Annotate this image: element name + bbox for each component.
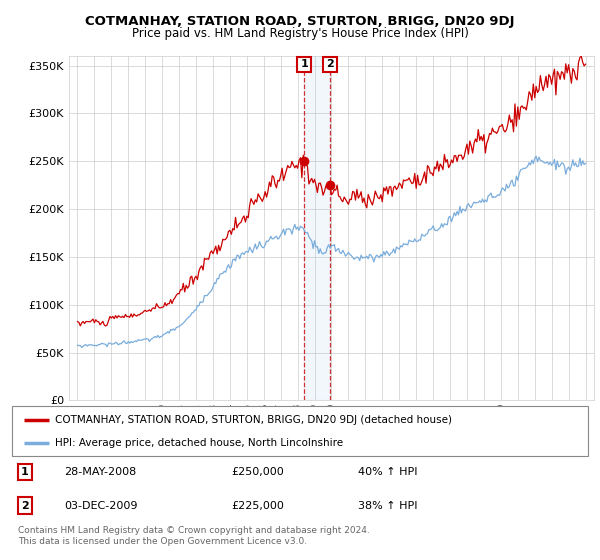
Text: 28-MAY-2008: 28-MAY-2008 bbox=[64, 467, 136, 477]
Text: 40% ↑ HPI: 40% ↑ HPI bbox=[358, 467, 417, 477]
Text: £225,000: £225,000 bbox=[231, 501, 284, 511]
Text: 2: 2 bbox=[21, 501, 29, 511]
Text: Price paid vs. HM Land Registry's House Price Index (HPI): Price paid vs. HM Land Registry's House … bbox=[131, 27, 469, 40]
Text: HPI: Average price, detached house, North Lincolnshire: HPI: Average price, detached house, Nort… bbox=[55, 438, 343, 448]
Text: COTMANHAY, STATION ROAD, STURTON, BRIGG, DN20 9DJ (detached house): COTMANHAY, STATION ROAD, STURTON, BRIGG,… bbox=[55, 414, 452, 424]
Bar bbox=[304, 56, 330, 400]
Text: 38% ↑ HPI: 38% ↑ HPI bbox=[358, 501, 417, 511]
Text: 2: 2 bbox=[326, 59, 334, 69]
Text: Contains HM Land Registry data © Crown copyright and database right 2024.
This d: Contains HM Land Registry data © Crown c… bbox=[18, 526, 370, 546]
Text: 1: 1 bbox=[21, 467, 29, 477]
FancyBboxPatch shape bbox=[12, 406, 588, 456]
Text: 1: 1 bbox=[300, 59, 308, 69]
Text: 03-DEC-2009: 03-DEC-2009 bbox=[64, 501, 137, 511]
Text: COTMANHAY, STATION ROAD, STURTON, BRIGG, DN20 9DJ: COTMANHAY, STATION ROAD, STURTON, BRIGG,… bbox=[85, 15, 515, 28]
Text: £250,000: £250,000 bbox=[231, 467, 284, 477]
